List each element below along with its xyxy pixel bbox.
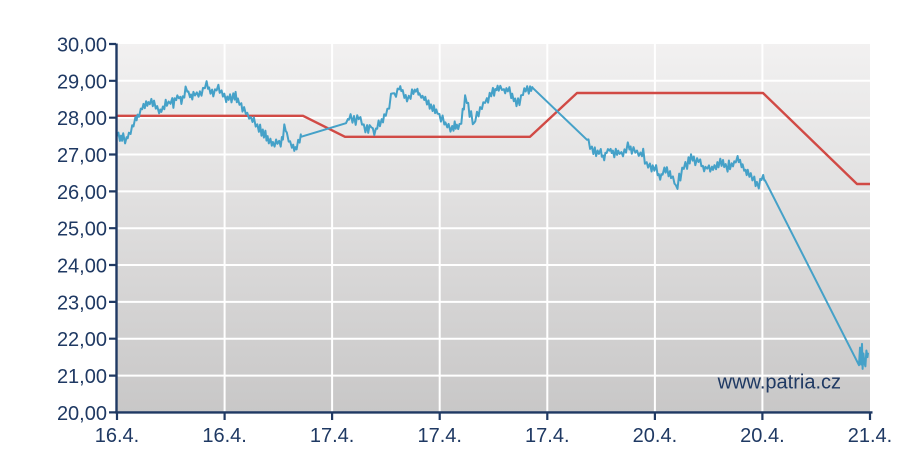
- svg-text:21,00: 21,00: [57, 366, 107, 388]
- svg-text:30,00: 30,00: [57, 35, 107, 57]
- svg-text:26,00: 26,00: [57, 182, 107, 204]
- svg-text:21.4.: 21.4.: [848, 425, 892, 447]
- svg-text:17.4.: 17.4.: [417, 425, 461, 447]
- svg-text:24,00: 24,00: [57, 256, 107, 278]
- svg-text:29,00: 29,00: [57, 71, 107, 93]
- svg-text:27,00: 27,00: [57, 145, 107, 167]
- svg-text:17.4.: 17.4.: [525, 425, 569, 447]
- svg-text:25,00: 25,00: [57, 219, 107, 241]
- svg-text:17.4.: 17.4.: [310, 425, 354, 447]
- svg-text:16.4.: 16.4.: [95, 425, 139, 447]
- svg-text:20,00: 20,00: [57, 403, 107, 425]
- svg-text:23,00: 23,00: [57, 292, 107, 314]
- svg-text:16.4.: 16.4.: [202, 425, 246, 447]
- svg-text:22,00: 22,00: [57, 329, 107, 351]
- svg-text:www.patria.cz: www.patria.cz: [717, 372, 841, 394]
- svg-text:28,00: 28,00: [57, 108, 107, 130]
- svg-text:20.4.: 20.4.: [740, 425, 784, 447]
- svg-text:20.4.: 20.4.: [633, 425, 677, 447]
